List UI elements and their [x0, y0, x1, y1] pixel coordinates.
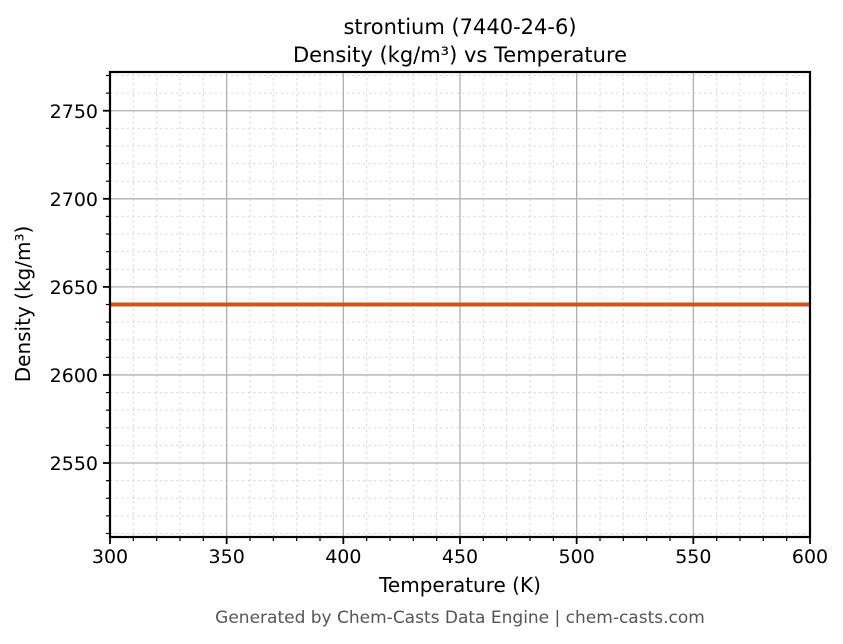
x-axis-label: Temperature (K): [378, 573, 541, 597]
x-tick-label: 450: [442, 546, 478, 568]
ticks-layer: [103, 74, 811, 544]
y-tick-label: 2750: [50, 101, 98, 123]
chart-title-line1: strontium (7440-24-6): [343, 15, 576, 39]
y-tick-label: 2600: [50, 365, 98, 387]
x-tick-label: 600: [792, 546, 828, 568]
y-axis-label: Density (kg/m³): [11, 226, 35, 383]
y-tick-label: 2700: [50, 189, 98, 211]
x-tick-label: 550: [675, 546, 711, 568]
y-tick-label: 2550: [50, 453, 98, 475]
chart-title-line2: Density (kg/m³) vs Temperature: [293, 43, 627, 67]
y-tick-label: 2650: [50, 277, 98, 299]
x-tick-label: 400: [325, 546, 361, 568]
footer-credit: Generated by Chem-Casts Data Engine | ch…: [215, 608, 705, 628]
x-tick-label: 300: [92, 546, 128, 568]
x-tick-label: 500: [559, 546, 595, 568]
tick-labels-layer: 300 350 400 450 500 550 600 2550 2600 2650 2700 275…: [50, 101, 828, 568]
x-tick-label: 350: [209, 546, 245, 568]
